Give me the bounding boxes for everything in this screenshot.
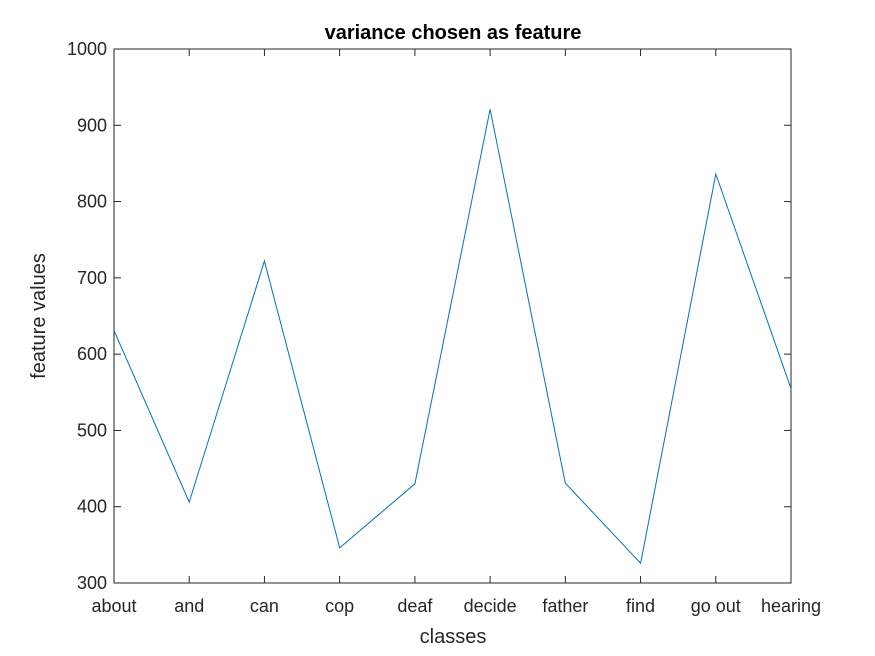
x-tick-label: go out <box>691 596 741 616</box>
chart-title: variance chosen as feature <box>325 22 582 44</box>
y-tick-label: 400 <box>77 497 107 517</box>
series-layer <box>113 109 792 565</box>
x-tick-label: and <box>174 596 204 616</box>
x-tick-label: father <box>542 596 588 616</box>
y-axis-label: feature values <box>28 253 50 379</box>
x-tick-label: about <box>91 596 136 616</box>
x-tick-label: decide <box>464 596 517 616</box>
x-tick-label: deaf <box>397 596 433 616</box>
x-tick-label: hearing <box>761 596 821 616</box>
series-line <box>113 109 792 565</box>
y-tick-label: 900 <box>77 115 107 135</box>
x-tick-label: can <box>250 596 279 616</box>
plot-area <box>113 48 792 584</box>
y-tick-label: 700 <box>77 268 107 288</box>
x-axis-label: classes <box>420 626 487 648</box>
y-tick-label: 800 <box>77 192 107 212</box>
y-tick-label: 1000 <box>67 39 107 59</box>
y-tick-label: 300 <box>77 573 107 593</box>
y-tick-label: 600 <box>77 344 107 364</box>
y-tick-label: 500 <box>77 420 107 440</box>
x-tick-label: find <box>626 596 655 616</box>
x-tick-label: cop <box>325 596 354 616</box>
y-axis-ticks: 300 400 500 600 700 800 900 1000 <box>67 39 791 593</box>
x-axis-ticks: about and can cop deaf decide father find go out… <box>91 49 821 616</box>
